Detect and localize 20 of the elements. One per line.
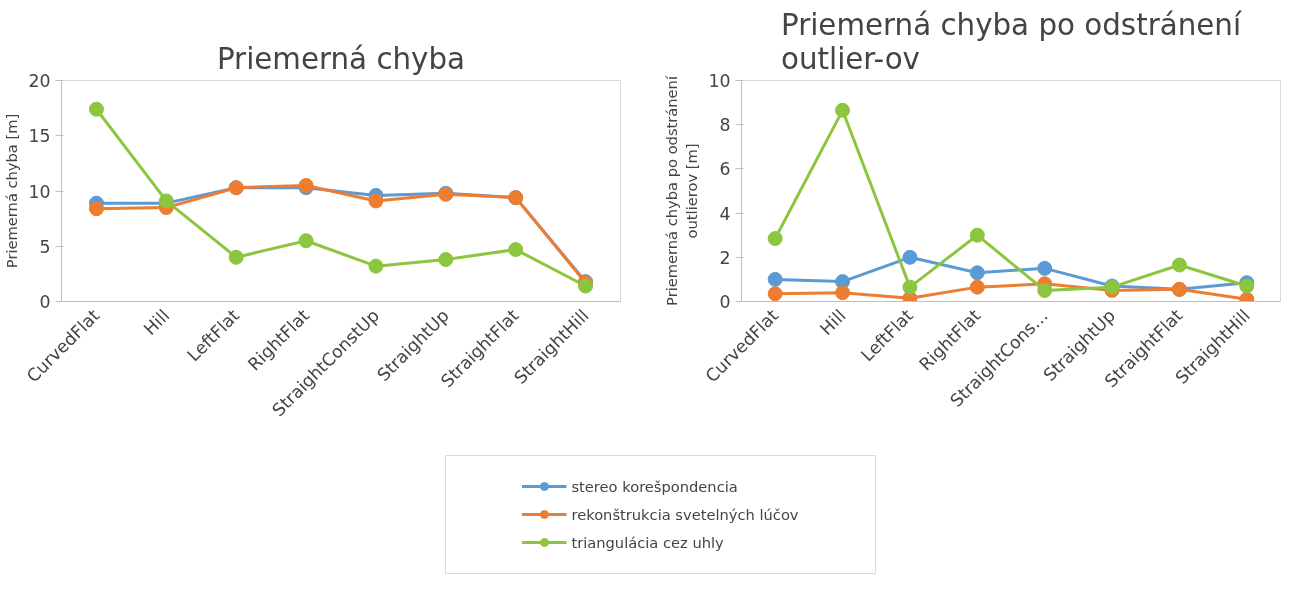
x-tick-label: Hill (139, 305, 174, 339)
y-tick-label: 15 (28, 126, 51, 147)
y-tick-label: 10 (28, 181, 51, 202)
y-tick-label: 20 (28, 71, 51, 91)
legend-label: triangulácia cez uhly (571, 533, 724, 551)
y-tick-label: 10 (708, 71, 731, 91)
legend-label: stereo korešpondencia (571, 477, 738, 495)
y-axis-title: Priemerná chyba [m] (3, 113, 21, 269)
y-axis-title: Priemerná chyba po odstránení outlierov [m] (663, 75, 701, 306)
y-tick-label: 8 (719, 115, 731, 136)
y-tick-label: 2 (719, 247, 731, 268)
y-tick-label: 0 (719, 292, 731, 312)
chart-title: Priemerná chyba po odstránení outlier-ov (780, 7, 1242, 76)
y-tick-label: 5 (39, 236, 51, 257)
legend-label: rekonštrukcia svetelných lúčov (571, 505, 799, 523)
chart-title: Priemerná chyba (216, 41, 466, 76)
x-tick-label: Hill (816, 305, 850, 339)
y-tick-label: 0 (39, 292, 51, 312)
y-tick-label: 4 (719, 203, 731, 224)
y-tick-label: 6 (719, 159, 731, 180)
